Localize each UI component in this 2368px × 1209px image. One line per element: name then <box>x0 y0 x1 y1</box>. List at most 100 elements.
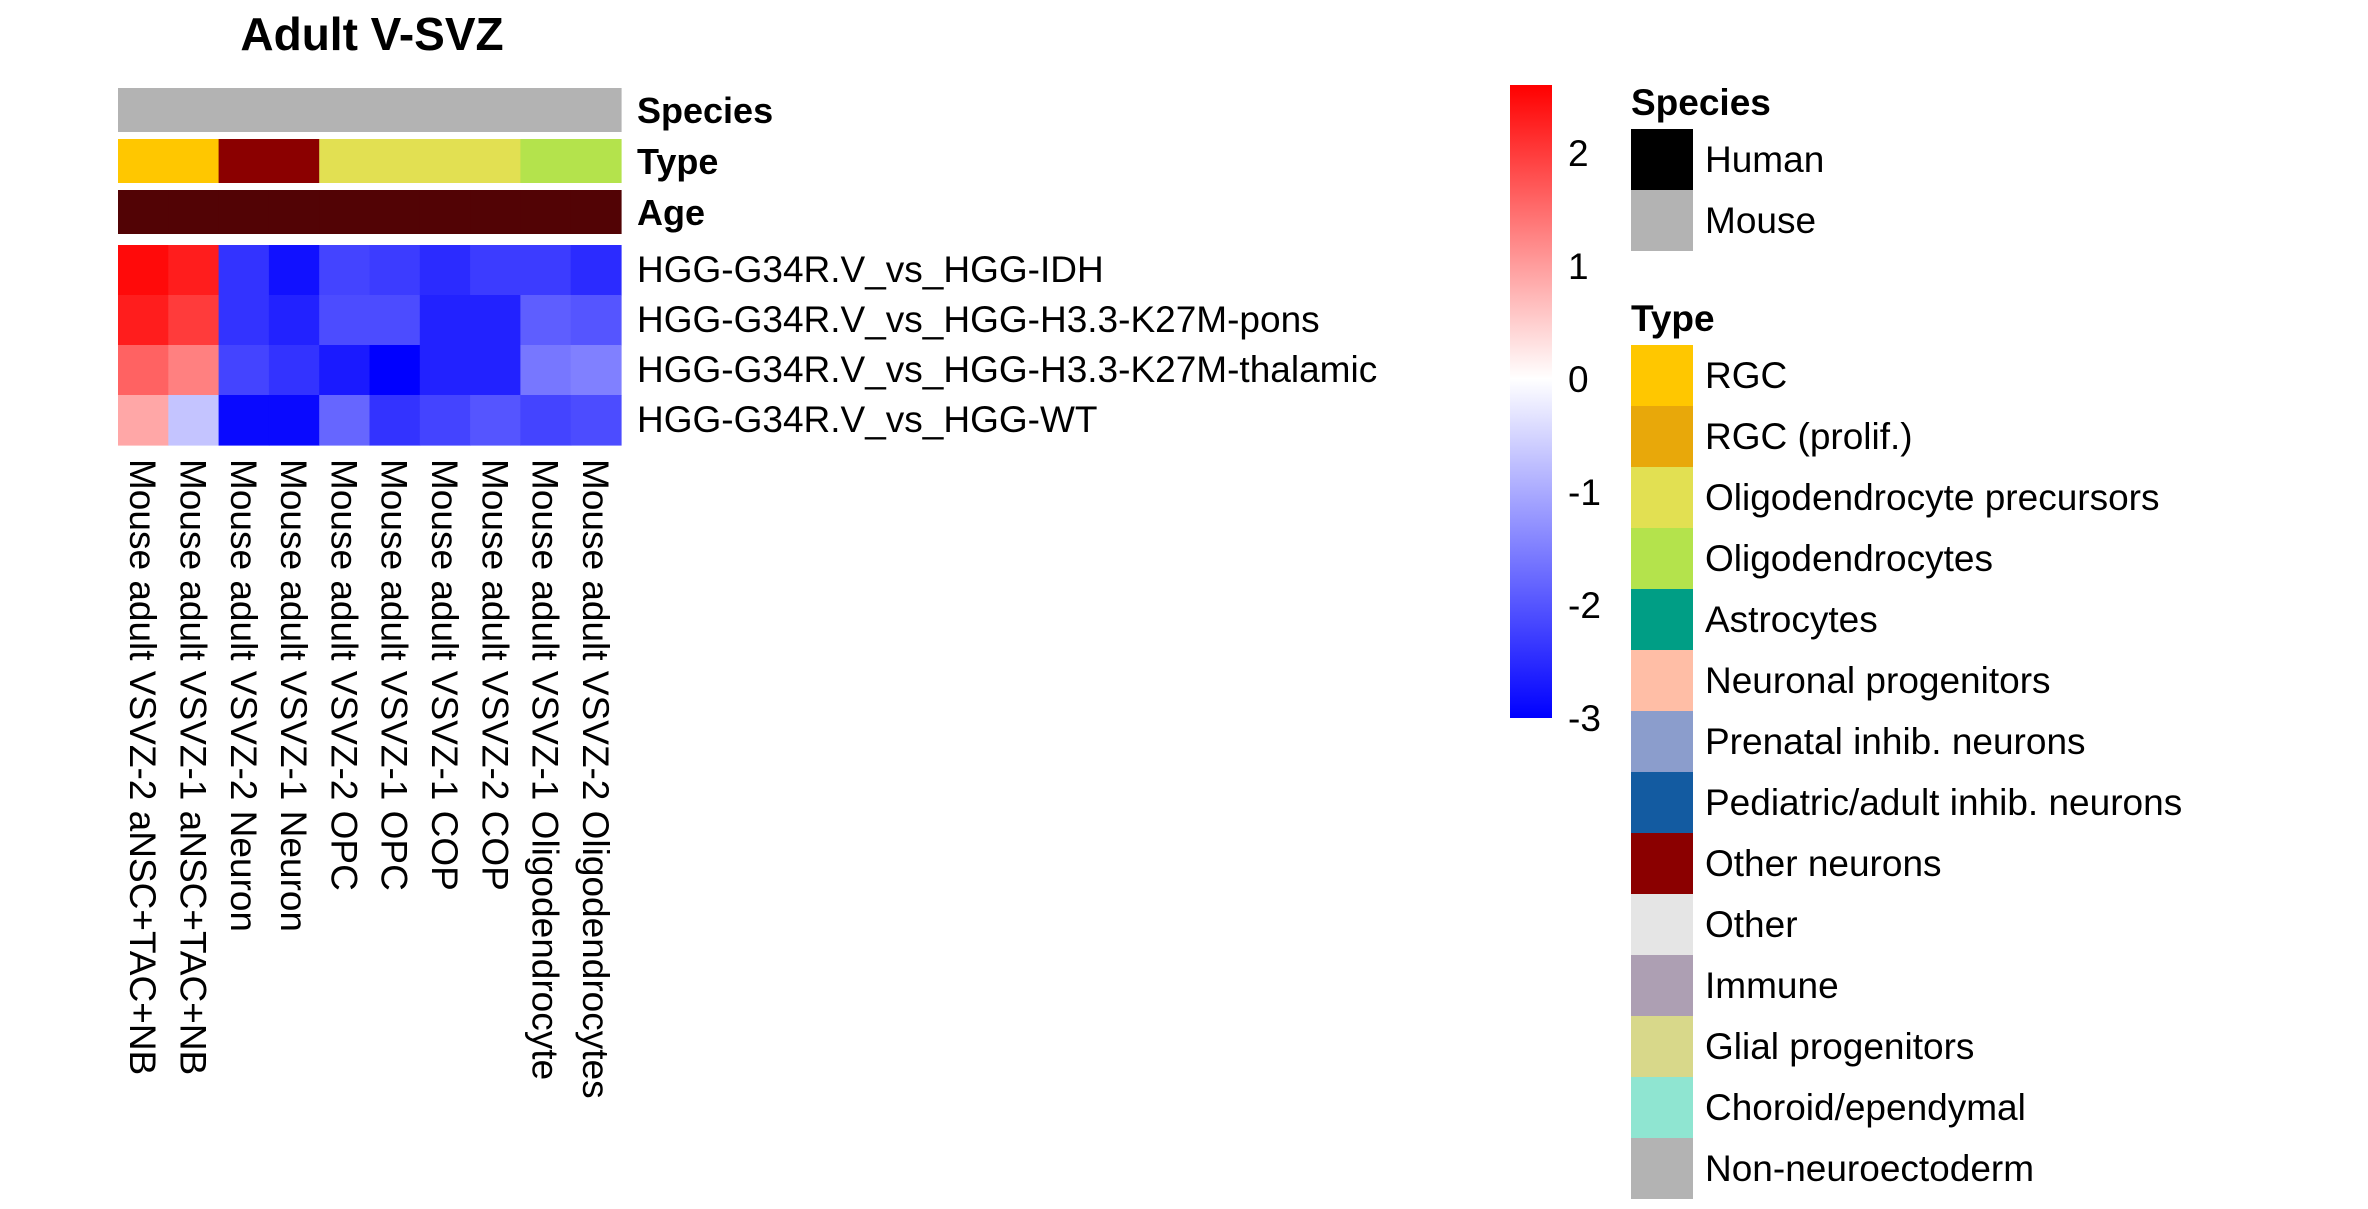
legend-swatch <box>1631 1016 1693 1077</box>
legend-item-label: Other <box>1705 904 1798 945</box>
legend-swatch <box>1631 1077 1693 1138</box>
column-label: Mouse adult VSVZ-1 Neuron <box>273 459 314 932</box>
legend-swatch <box>1631 772 1693 833</box>
annotation-cell-age <box>168 190 220 234</box>
annotation-cell-species <box>520 88 572 132</box>
legend-item-label: Prenatal inhib. neurons <box>1705 721 2086 762</box>
legend-item-label: RGC (prolif.) <box>1705 416 1913 457</box>
legend-swatch <box>1631 1138 1693 1199</box>
column-label: Mouse adult VSVZ-1 COP <box>424 459 465 891</box>
legend-swatch <box>1631 650 1693 711</box>
annotation-cell-species <box>319 88 371 132</box>
legend-item-label: Choroid/ependymal <box>1705 1087 2026 1128</box>
column-label: Mouse adult VSVZ-1 aNSC+TAC+NB <box>172 459 213 1075</box>
legend-swatch <box>1631 711 1693 772</box>
heatmap-cell <box>218 295 270 346</box>
heatmap-cell <box>520 245 572 296</box>
row-labels: HGG-G34R.V_vs_HGG-IDH HGG-G34R.V_vs_HGG-H… <box>637 249 1377 440</box>
color-scale-tick-label: 2 <box>1568 133 1589 174</box>
heatmap-cell <box>369 245 421 296</box>
annotation-label-type: Type <box>637 141 718 182</box>
annotation-cell-species <box>570 88 622 132</box>
heatmap-cell <box>218 395 270 446</box>
heatmap-cell <box>268 295 320 346</box>
legend-swatch <box>1631 894 1693 955</box>
annotation-cell-type <box>168 139 220 183</box>
row-label: HGG-G34R.V_vs_HGG-H3.3-K27M-pons <box>637 299 1320 340</box>
color-scale-legend: 2 1 0 -1 -2 -3 <box>1510 85 1601 739</box>
annotation-cell-age <box>319 190 371 234</box>
annotation-label-species: Species <box>637 90 773 131</box>
heatmap-cell <box>520 395 572 446</box>
heatmap-cell <box>168 295 220 346</box>
heatmap-cell <box>570 395 622 446</box>
annotation-cell-type <box>570 139 622 183</box>
annotation-cell-type <box>319 139 371 183</box>
annotation-cell-type <box>470 139 521 183</box>
legend-item-label: Non-neuroectoderm <box>1705 1148 2034 1189</box>
row-label: HGG-G34R.V_vs_HGG-IDH <box>637 249 1104 290</box>
annotation-cell-age <box>218 190 270 234</box>
annotation-cell-age <box>520 190 572 234</box>
annotation-cell-age <box>419 190 471 234</box>
legend-item-label: Oligodendrocytes <box>1705 538 1993 579</box>
legend-item-label: Pediatric/adult inhib. neurons <box>1705 782 2182 823</box>
heatmap-cell <box>319 395 371 446</box>
color-scale-tick-label: 0 <box>1568 359 1589 400</box>
heatmap-cell <box>218 345 270 396</box>
annotation-cell-species <box>268 88 320 132</box>
annotation-cell-age <box>470 190 521 234</box>
legend-title-species: Species <box>1631 82 1771 123</box>
heatmap-cell <box>319 345 371 396</box>
legend-item-label: Immune <box>1705 965 1839 1006</box>
legend-title-type: Type <box>1631 298 1715 339</box>
column-label: Mouse adult VSVZ-2 Neuron <box>223 459 264 932</box>
annotation-cell-species <box>470 88 521 132</box>
heatmap-cell <box>118 295 169 346</box>
legend-swatch <box>1631 528 1693 589</box>
column-label: Mouse adult VSVZ-2 aNSC+TAC+NB <box>122 459 163 1075</box>
column-annotation-bars <box>118 88 622 234</box>
heatmap-cell <box>369 295 421 346</box>
heatmap-cell <box>319 245 371 296</box>
heatmap-cell <box>419 395 471 446</box>
annotation-cell-type <box>520 139 572 183</box>
heatmap-cell <box>218 245 270 296</box>
legend-item-label: Other neurons <box>1705 843 1942 884</box>
heatmap-cell <box>268 245 320 296</box>
row-label: HGG-G34R.V_vs_HGG-H3.3-K27M-thalamic <box>637 349 1377 390</box>
legend-swatch <box>1631 345 1693 406</box>
annotation-cell-age <box>369 190 421 234</box>
legend-item-label: Oligodendrocyte precursors <box>1705 477 2160 518</box>
heatmap-cell <box>118 395 169 446</box>
color-scale-tick-label: 1 <box>1568 246 1589 287</box>
heatmap-cell <box>118 345 169 396</box>
legend-item-label: Glial progenitors <box>1705 1026 1974 1067</box>
annotation-legends: Species Human Mouse Type RGC RGC (prolif.) Oli… <box>1631 82 2182 1199</box>
annotation-cell-age <box>268 190 320 234</box>
heatmap-cell <box>268 345 320 396</box>
heatmap-cell <box>470 245 521 296</box>
annotation-cell-species <box>369 88 421 132</box>
heatmap-cell <box>168 245 220 296</box>
heatmap-cell <box>470 295 521 346</box>
heatmap-cell <box>118 245 169 296</box>
heatmap-cell <box>570 345 622 396</box>
color-scale-tick-label: -1 <box>1568 472 1601 513</box>
annotation-cell-age <box>118 190 169 234</box>
legend-item-label: Human <box>1705 139 1824 180</box>
heatmap-cell <box>369 395 421 446</box>
annotation-cell-species <box>118 88 169 132</box>
heatmap-cells <box>118 245 622 446</box>
annotation-cell-type <box>369 139 421 183</box>
legend-item-label: Astrocytes <box>1705 599 1878 640</box>
heatmap-cell <box>319 295 371 346</box>
color-scale-bar <box>1510 85 1552 718</box>
legend-swatch <box>1631 406 1693 467</box>
heatmap-cell <box>419 245 471 296</box>
annotation-cell-type <box>419 139 471 183</box>
column-label: Mouse adult VSVZ-2 COP <box>474 459 515 891</box>
heatmap-cell <box>570 245 622 296</box>
heatmap-cell <box>520 345 572 396</box>
